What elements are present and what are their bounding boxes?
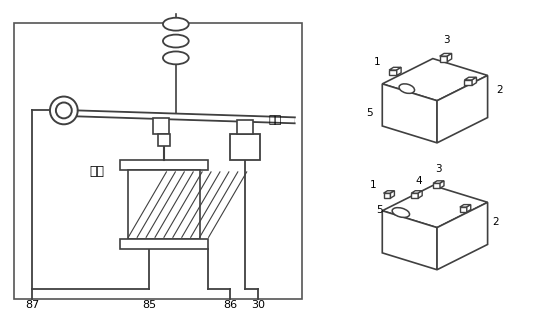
Polygon shape [440,181,444,188]
Text: 3: 3 [443,35,450,45]
Bar [237,120,253,134]
Polygon shape [397,67,401,75]
Text: 1: 1 [374,57,380,67]
Polygon shape [440,53,452,56]
Polygon shape [382,185,487,228]
Polygon shape [447,53,452,62]
Polygon shape [382,84,437,143]
Polygon shape [437,202,487,270]
Polygon shape [472,77,477,86]
Polygon shape [78,110,295,123]
Bar [128,170,200,239]
Polygon shape [467,204,471,212]
Bar [14,23,302,299]
Text: 1: 1 [370,180,376,190]
Text: 30: 30 [251,300,265,310]
Polygon shape [460,204,471,207]
Polygon shape [391,191,394,198]
Text: 线圈: 线圈 [90,165,104,178]
Polygon shape [418,191,422,198]
Polygon shape [384,193,391,198]
Text: 86: 86 [223,300,237,310]
Polygon shape [411,191,422,193]
Polygon shape [382,211,437,270]
Bar [230,134,260,160]
Text: 4: 4 [416,176,422,186]
Polygon shape [389,67,401,70]
Text: 2: 2 [497,85,503,94]
Ellipse shape [163,35,189,47]
Polygon shape [411,193,418,198]
Polygon shape [465,80,472,86]
Polygon shape [384,191,394,193]
Polygon shape [437,75,487,143]
Text: 87: 87 [25,300,39,310]
Polygon shape [433,183,440,188]
Text: 触点: 触点 [268,115,281,125]
Bar [153,118,169,134]
Polygon shape [433,181,444,183]
Ellipse shape [399,84,415,93]
Text: 5: 5 [366,108,373,118]
Circle shape [56,102,72,118]
Polygon shape [382,59,487,101]
Bar [158,134,170,146]
Ellipse shape [163,18,189,31]
Ellipse shape [392,208,410,218]
Text: 85: 85 [142,300,156,310]
Circle shape [50,97,78,124]
Bar [120,239,208,249]
Text: 3: 3 [435,164,442,174]
Polygon shape [460,207,467,212]
Bar [120,160,208,170]
Polygon shape [389,70,397,75]
Polygon shape [440,56,447,62]
Ellipse shape [163,52,189,64]
Text: 2: 2 [493,218,499,227]
Polygon shape [465,77,477,80]
Text: 5: 5 [376,204,382,215]
